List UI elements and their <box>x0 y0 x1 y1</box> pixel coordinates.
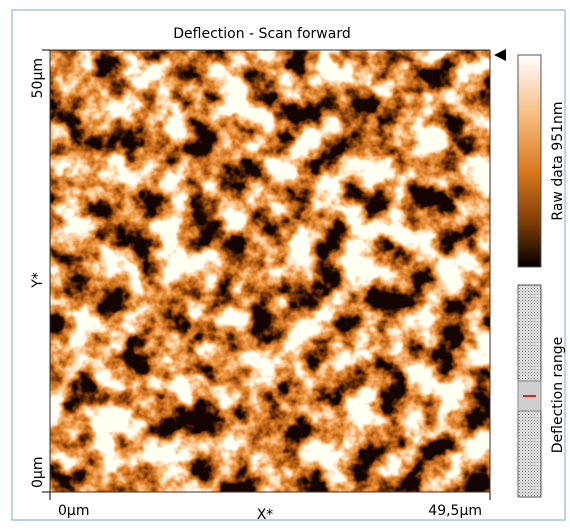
y-top-label: 50µm <box>30 58 46 98</box>
range-bar-label: Deflection range <box>550 337 566 454</box>
x-start-label: 0µm <box>58 503 89 519</box>
afm-window: Deflection - Scan forward 0µm X* 49,5µm … <box>0 0 570 526</box>
y-axis-label: Y* <box>30 272 46 289</box>
colorbar <box>518 55 541 267</box>
y-bottom-label: 0µm <box>30 457 46 488</box>
colorbar-label: Raw data 951nm <box>550 101 566 220</box>
title: Deflection - Scan forward <box>173 26 350 42</box>
x-end-label: 49,5µm <box>428 503 482 519</box>
x-axis-label: X* <box>257 507 274 523</box>
scan-image <box>50 50 490 492</box>
